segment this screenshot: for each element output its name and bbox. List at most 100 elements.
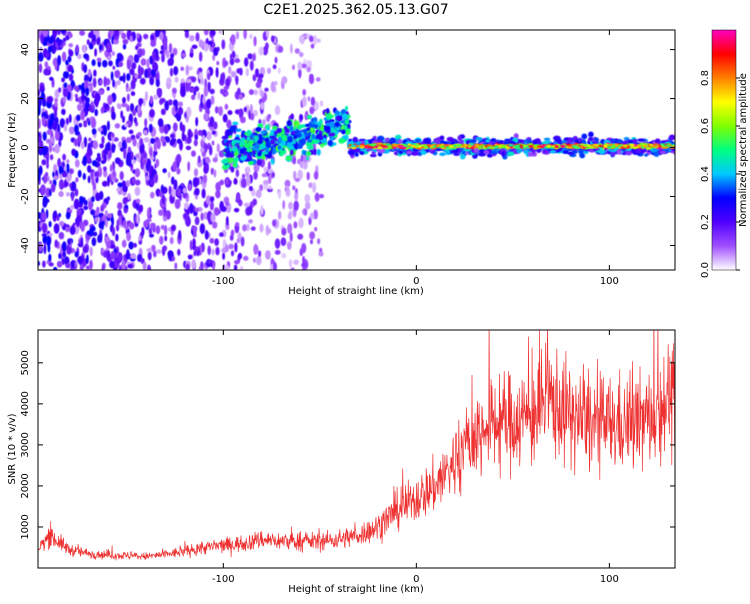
noise-speckle: [132, 176, 136, 184]
noise-speckle: [155, 79, 160, 88]
noise-speckle: [77, 53, 82, 60]
tone-core: [666, 144, 671, 147]
signal-trace-blob: [328, 121, 335, 128]
noise-speckle: [209, 237, 215, 244]
noise-speckle: [38, 167, 42, 174]
noise-speckle: [261, 173, 268, 178]
noise-speckle: [251, 53, 256, 62]
noise-speckle: [186, 106, 192, 118]
noise-speckle: [167, 99, 173, 106]
signal-trace-blob: [334, 110, 340, 115]
noise-speckle: [134, 73, 139, 79]
noise-speckle: [228, 66, 232, 75]
noise-speckle: [230, 229, 235, 237]
noise-speckle: [106, 120, 110, 131]
tone-halo: [668, 134, 675, 141]
noise-speckle: [86, 230, 91, 236]
noise-speckle: [40, 33, 44, 44]
noise-speckle: [128, 222, 135, 230]
noise-speckle: [41, 145, 48, 156]
noise-speckle: [302, 160, 308, 170]
noise-speckle: [155, 158, 160, 168]
noise-speckle: [46, 161, 49, 169]
tone-halo: [527, 139, 532, 144]
noise-speckle: [153, 94, 159, 100]
noise-speckle: [260, 90, 265, 98]
noise-speckle: [253, 36, 257, 47]
noise-speckle: [250, 113, 255, 121]
noise-speckle: [61, 241, 67, 252]
noise-speckle: [73, 198, 80, 210]
noise-speckle: [240, 178, 247, 189]
tone-core: [391, 143, 398, 146]
noise-speckle: [90, 209, 95, 216]
noise-speckle: [126, 153, 131, 165]
tone-core: [495, 145, 499, 148]
noise-speckle: [288, 259, 293, 268]
noise-speckle: [82, 172, 87, 181]
noise-speckle: [187, 254, 193, 260]
noise-speckle: [292, 185, 296, 191]
tone-halo: [484, 139, 491, 143]
noise-speckle: [132, 159, 136, 164]
noise-speckle: [288, 201, 293, 210]
noise-speckle: [242, 224, 247, 232]
tone-halo: [439, 135, 445, 140]
noise-speckle: [281, 253, 287, 259]
signal-trace-blob: [301, 128, 308, 133]
tone-halo: [610, 139, 617, 143]
signal-trace-blob: [233, 160, 238, 164]
noise-speckle: [54, 144, 61, 154]
signal-trace-blob: [266, 127, 271, 131]
noise-speckle: [103, 171, 108, 178]
noise-speckle: [43, 68, 50, 76]
noise-speckle: [38, 136, 42, 143]
noise-speckle: [302, 255, 306, 264]
noise-speckle: [302, 88, 307, 96]
signal-trace-blob: [307, 131, 312, 136]
noise-speckle: [176, 167, 181, 175]
noise-speckle: [121, 260, 126, 270]
noise-speckle: [189, 239, 193, 251]
tone-halo: [483, 149, 490, 155]
noise-speckle: [138, 204, 144, 213]
noise-speckle: [301, 242, 307, 254]
signal-trace-blob: [305, 123, 311, 127]
noise-speckle: [224, 265, 230, 270]
tone-halo: [562, 150, 569, 154]
noise-speckle: [87, 68, 92, 78]
noise-speckle: [94, 48, 98, 57]
noise-speckle: [150, 191, 155, 199]
noise-speckle: [146, 207, 150, 218]
tone-core: [527, 145, 534, 148]
noise-speckle: [91, 159, 98, 167]
noise-speckle: [104, 236, 110, 243]
noise-speckle: [169, 67, 174, 77]
tone-halo: [397, 139, 403, 145]
noise-speckle: [259, 184, 264, 192]
noise-speckle: [83, 53, 89, 60]
noise-speckle: [225, 201, 230, 206]
tone-core: [629, 143, 635, 147]
noise-speckle: [43, 243, 47, 255]
noise-speckle: [287, 241, 292, 250]
noise-speckle: [115, 233, 119, 242]
noise-speckle: [75, 177, 79, 183]
tone-core: [440, 145, 444, 148]
noise-speckle: [308, 75, 315, 85]
signal-trace-blob: [309, 126, 314, 133]
noise-speckle: [130, 151, 134, 161]
noise-speckle: [197, 129, 204, 136]
tone-halo: [616, 139, 623, 144]
noise-speckle: [126, 59, 132, 70]
signal-trace-blob: [233, 151, 239, 157]
noise-speckle: [235, 169, 240, 178]
noise-speckle: [107, 55, 111, 61]
noise-speckle: [284, 179, 291, 188]
noise-speckle: [74, 188, 79, 197]
noise-speckle: [50, 44, 57, 54]
noise-speckle: [216, 209, 221, 215]
noise-speckle: [54, 239, 58, 248]
noise-speckle: [226, 119, 232, 129]
noise-speckle: [143, 129, 148, 136]
